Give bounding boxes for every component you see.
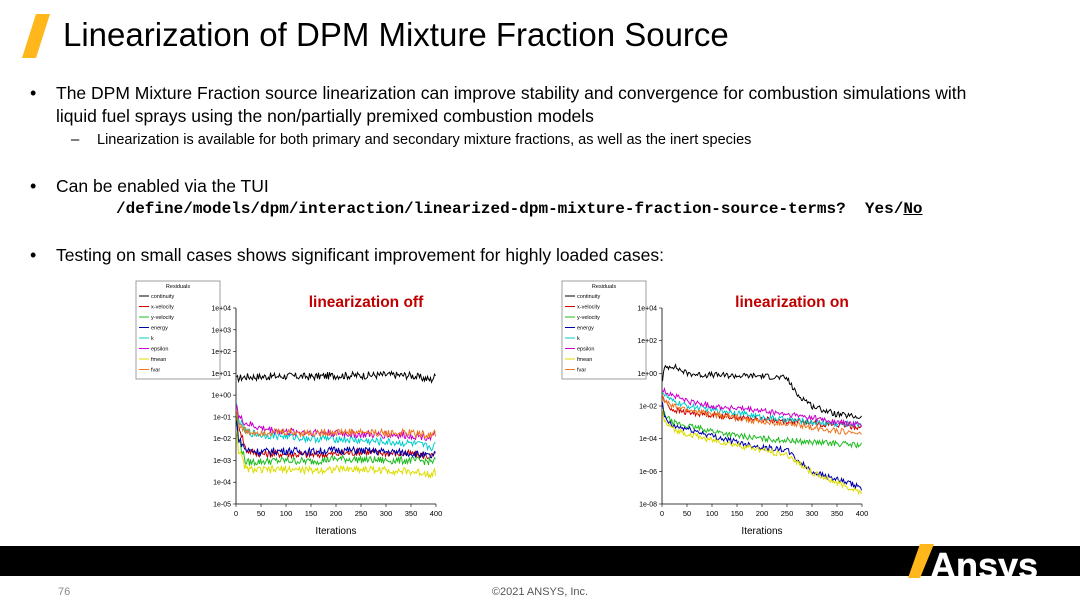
legend-entry-x-velocity: x-velocity: [577, 305, 600, 311]
series-line-epsilon: [662, 386, 862, 428]
residuals-chart-linearization-off: Residuals continuity x-velocity y-velocity e…: [135, 280, 443, 537]
legend-title: Residuals: [166, 284, 190, 290]
tui-yes: Yes/: [864, 200, 904, 218]
bullet-dot-1: •: [30, 83, 37, 103]
y-tick-label: 1e-02: [639, 404, 657, 411]
bullet-3-text: Testing on small cases shows significant…: [56, 245, 664, 265]
series-line-x-velocity: [662, 396, 862, 431]
y-tick-label: 1e-02: [213, 436, 231, 443]
y-tick-label: 1e-08: [639, 502, 657, 509]
residuals-chart-linearization-on: Residuals continuity x-velocity y-velocity e…: [561, 280, 869, 537]
x-tick-label: 250: [781, 509, 794, 518]
x-tick-label: 400: [430, 509, 443, 518]
x-tick-label: 150: [305, 509, 318, 518]
x-axis-label: Iterations: [741, 526, 782, 537]
legend-entry-energy: energy: [577, 326, 594, 332]
accent-slash-logo: [22, 14, 50, 58]
legend-entry-energy: energy: [151, 326, 168, 332]
slide-title: Linearization of DPM Mixture Fraction So…: [63, 16, 729, 53]
series-line-fmean: [236, 430, 436, 479]
legend-entry-epsilon: epsilon: [151, 347, 168, 353]
y-tick-label: 1e+02: [637, 338, 657, 345]
y-tick-label: 1e+02: [211, 349, 231, 356]
bullet-1-line-2: liquid fuel sprays using the non/partial…: [56, 106, 594, 126]
sub-bullet-text: Linearization is available for both prim…: [97, 132, 752, 148]
series-line-k: [662, 392, 862, 428]
series-line-continuity: [236, 369, 436, 384]
legend-entry-k: k: [151, 336, 154, 342]
series-line-epsilon: [236, 404, 436, 442]
logo-text: Ansys: [930, 545, 1038, 586]
y-tick-label: 1e+00: [211, 393, 231, 400]
y-tick-label: 1e+04: [211, 306, 231, 313]
x-tick-label: 350: [831, 509, 844, 518]
x-tick-label: 200: [756, 509, 769, 518]
y-tick-label: 1e-03: [213, 458, 231, 465]
y-tick-label: 1e+00: [637, 371, 657, 378]
legend-entry-epsilon: epsilon: [577, 347, 594, 353]
chart-annotation: linearization off: [309, 294, 424, 311]
legend-entry-fmean: fmean: [151, 357, 166, 363]
x-tick-label: 100: [280, 509, 293, 518]
x-tick-label: 350: [405, 509, 418, 518]
tui-command: /define/models/dpm/interaction/linearize…: [116, 200, 923, 218]
tui-command-path: /define/models/dpm/interaction/linearize…: [116, 200, 846, 218]
series-line-fvar: [662, 394, 862, 436]
copyright: ©2021 ANSYS, Inc.: [491, 586, 589, 598]
series-line-fvar: [236, 409, 436, 439]
legend-entry-y-velocity: y-velocity: [151, 315, 174, 321]
x-axis-label: Iterations: [315, 526, 356, 537]
legend-title: Residuals: [592, 284, 616, 290]
legend-entry-continuity: continuity: [577, 294, 600, 300]
x-tick-label: 300: [380, 509, 393, 518]
series-line-energy: [236, 420, 436, 459]
series-line-energy: [662, 402, 862, 491]
bullet-dot-2: •: [30, 176, 37, 196]
bullet-1-line-1: The DPM Mixture Fraction source lineariz…: [56, 83, 967, 103]
tui-no: No: [903, 200, 923, 218]
sub-bullet-dash: –: [71, 131, 80, 148]
x-tick-label: 300: [806, 509, 819, 518]
x-tick-label: 150: [731, 509, 744, 518]
legend-entry-k: k: [577, 336, 580, 342]
bullet-2-text: Can be enabled via the TUI: [56, 176, 269, 196]
legend-entry-x-velocity: x-velocity: [151, 305, 174, 311]
footer-bar: [0, 546, 1080, 576]
y-tick-label: 1e-01: [213, 414, 231, 421]
y-tick-label: 1e+03: [211, 327, 231, 334]
y-tick-label: 1e-04: [213, 480, 231, 487]
bullet-dot-3: •: [30, 245, 37, 265]
x-tick-label: 250: [355, 509, 368, 518]
y-tick-label: 1e-06: [639, 469, 657, 476]
legend-entry-fvar: fvar: [577, 368, 586, 374]
legend-entry-y-velocity: y-velocity: [577, 315, 600, 321]
x-tick-label: 50: [257, 509, 265, 518]
x-tick-label: 50: [683, 509, 691, 518]
x-tick-label: 0: [660, 509, 664, 518]
y-tick-label: 1e+04: [637, 306, 657, 313]
legend-entry-fvar: fvar: [151, 368, 160, 374]
series-line-y-velocity: [236, 413, 436, 467]
series-line-k: [236, 402, 436, 452]
series-line-fmean: [662, 408, 862, 496]
legend-box: [561, 280, 647, 380]
series-line-continuity: [662, 363, 862, 420]
y-tick-label: 1e+01: [211, 371, 231, 378]
x-tick-label: 200: [330, 509, 343, 518]
legend-box: [135, 280, 221, 380]
chart-annotation: linearization on: [735, 294, 849, 311]
x-tick-label: 100: [706, 509, 719, 518]
ansys-logo: Ansys: [908, 544, 1038, 586]
x-tick-label: 0: [234, 509, 238, 518]
y-tick-label: 1e-04: [639, 436, 657, 443]
series-line-y-velocity: [662, 406, 862, 449]
y-tick-label: 1e-05: [213, 502, 231, 509]
page-number: 76: [58, 586, 71, 598]
legend-entry-fmean: fmean: [577, 357, 592, 363]
legend-entry-continuity: continuity: [151, 294, 174, 300]
x-tick-label: 400: [856, 509, 869, 518]
